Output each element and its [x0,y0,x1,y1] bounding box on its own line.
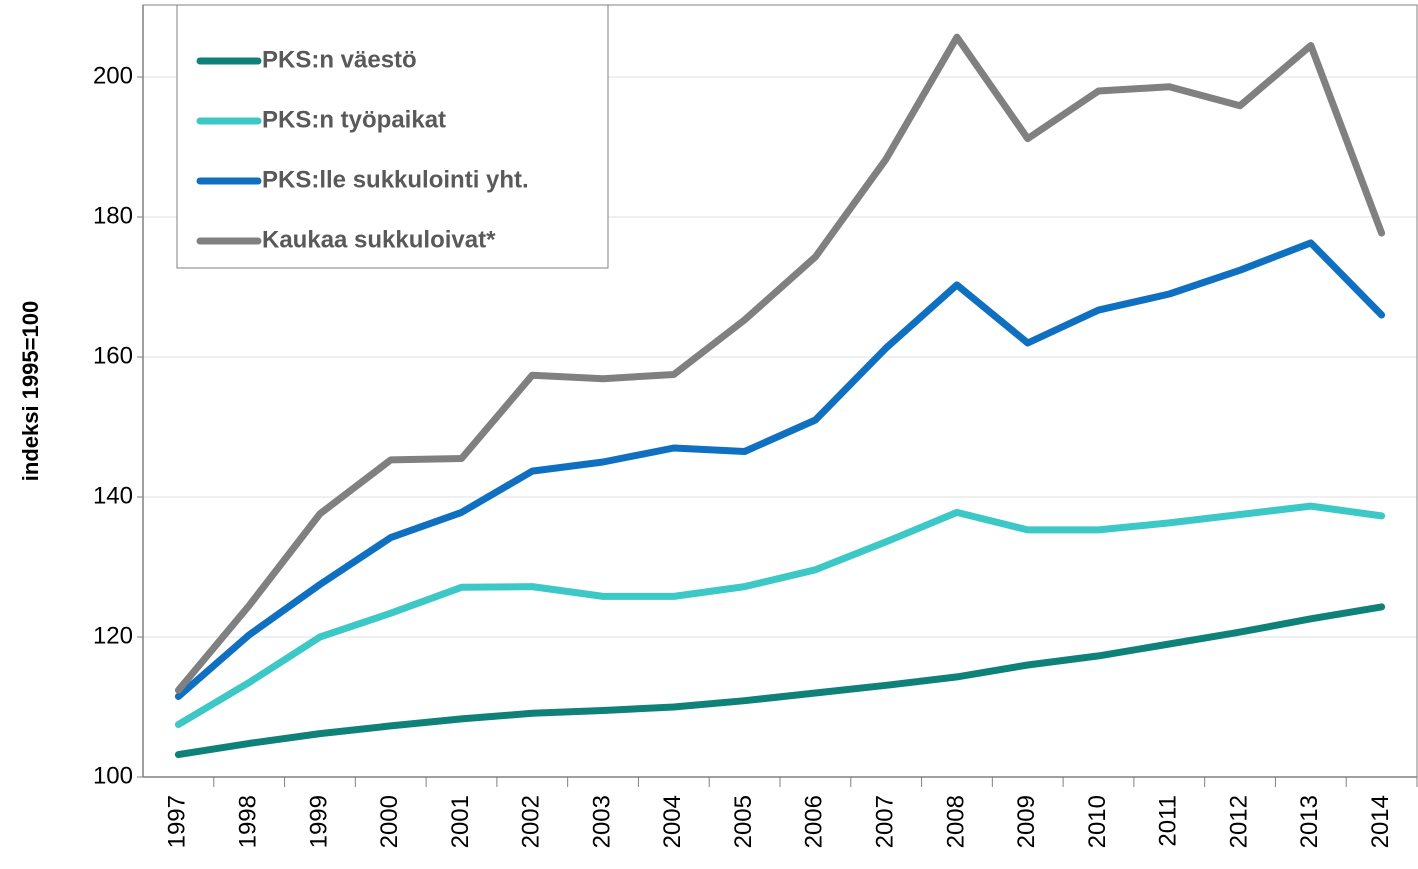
y-axis-label: indeksi 1995=100 [18,301,43,481]
legend-label: PKS:n väestö [262,46,417,73]
x-tick-label: 2010 [1084,795,1111,848]
x-tick-label: 2002 [518,795,545,848]
x-tick-label: 2004 [659,795,686,848]
y-tick-label: 160 [93,342,133,369]
legend-box [176,4,609,269]
x-tick-label: 2012 [1225,795,1252,848]
x-tick-label: 2001 [447,795,474,848]
x-tick-label: 2007 [872,795,899,848]
x-tick-label: 2009 [1013,795,1040,848]
x-tick-label: 2006 [801,795,828,848]
legend-label: Kaukaa sukkuloivat* [262,226,496,253]
legend-label: PKS:lle sukkulointi yht. [262,166,529,193]
y-tick-label: 120 [93,622,133,649]
x-tick-label: 1999 [305,795,332,848]
y-tick-label: 100 [93,762,133,789]
x-tick-label: 1998 [235,795,262,848]
y-tick-label: 200 [93,62,133,89]
y-tick-label: 180 [93,202,133,229]
x-tick-label: 2008 [942,795,969,848]
series-line [174,603,1386,759]
x-tick-label: 2013 [1296,795,1323,848]
series-line [174,239,1386,700]
x-tick-label: 2005 [730,795,757,848]
x-tick-label: 2003 [588,795,615,848]
series-line [174,33,1386,694]
legend-label: PKS:n työpaikat [262,106,446,133]
x-tick-label: 1997 [164,795,191,848]
y-tick-label: 140 [93,482,133,509]
series-line [174,502,1386,728]
x-tick-label: 2011 [1155,795,1182,847]
x-tick-label: 2000 [376,795,403,848]
x-tick-label: 2014 [1367,795,1394,848]
